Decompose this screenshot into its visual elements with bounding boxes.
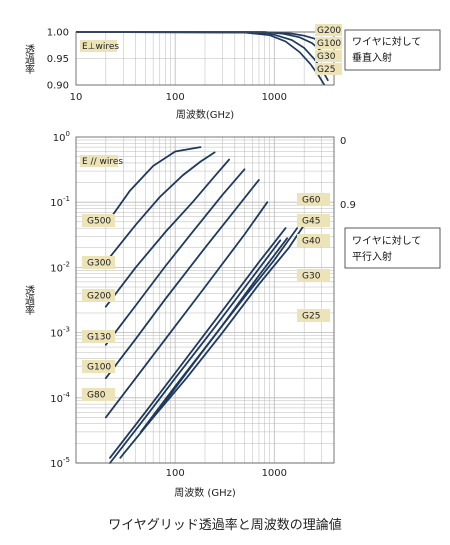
series-tag-g200: G200 (87, 292, 111, 302)
series-line-g300 (104, 151, 216, 264)
series-tag-g45: G45 (302, 217, 320, 227)
y-tick-label: 100 (53, 130, 70, 144)
x-tick-label: 10 (70, 92, 83, 103)
parallel-note: ワイヤに対して 平行入射 (344, 227, 441, 269)
parallel-right-ticks: 0 0.9 (340, 136, 356, 211)
series-tag-box (315, 37, 342, 49)
series-tag-box (297, 193, 330, 206)
series-tag-box (297, 234, 330, 247)
y-tick-label: 10-3 (50, 326, 70, 340)
series-tag-box (82, 289, 115, 302)
series-tag-box (297, 214, 330, 227)
y-tick-label: 10-4 (50, 391, 70, 405)
x-tick-label: 100 (166, 92, 185, 103)
series-tag-box (297, 309, 330, 322)
parallel-x-axis-label: 周波数 (GHz) (174, 486, 236, 499)
series-tag-box (82, 214, 115, 227)
series-tag-box (82, 256, 115, 269)
y-tick-label: 0.95 (47, 54, 69, 65)
perpendicular-x-axis-label: 周波数(GHz) (176, 108, 234, 121)
series-tag-g80: G80 (87, 391, 106, 401)
perpendicular-polarization-label: E⊥wires (80, 40, 119, 52)
series-tag-box (297, 269, 330, 282)
perpendicular-note: ワイヤに対して 垂直入射 (344, 29, 441, 71)
perpendicular-polarization-text: E⊥wires (82, 42, 119, 52)
y-tick-label: 10-5 (50, 456, 70, 470)
parallel-chart: 100 10-1 10-2 10-3 10-4 10-5 100 1000 0 0.9 周波… (23, 130, 441, 499)
parallel-x-ticks: 100 1000 (166, 468, 287, 479)
figure-caption: ワイヤグリッド透過率と周波数の理論値 (108, 518, 342, 533)
y-tick-label: 10-2 (50, 260, 70, 274)
parallel-polarization-label: E // wires (80, 155, 123, 167)
series-tag-g30: G30 (302, 272, 321, 282)
series-line-g500 (107, 146, 202, 223)
perpendicular-x-ticks: 10 100 1000 (70, 92, 287, 103)
parallel-note-line-2: 平行入射 (352, 250, 392, 263)
perpendicular-series-labels: G200 G100 G30 G25 (315, 24, 342, 75)
parallel-plot-frame (75, 136, 335, 464)
x-tick-label: 100 (166, 468, 185, 479)
series-tag-g30: G30 (317, 52, 336, 62)
polarization-tag-box (80, 40, 117, 52)
x-tick-label: 1000 (262, 92, 287, 103)
polarization-tag-box (80, 155, 118, 167)
series-line-g200 (104, 158, 230, 308)
perpendicular-y-axis-label: 透過率 (23, 44, 35, 75)
parallel-note-box (344, 227, 441, 269)
series-tag-g130: G130 (87, 333, 111, 343)
series-line-g30 (139, 227, 299, 433)
perpendicular-note-line-2: 垂直入射 (352, 51, 392, 64)
perpendicular-chart: 0.90 0.95 1.00 10 100 1000 周波数(GHz) 透過率 E⊥wi… (23, 24, 441, 121)
series-tag-box (315, 50, 342, 62)
series-tag-g200: G200 (317, 26, 341, 36)
series-line-g100 (104, 179, 260, 380)
perpendicular-y-ticks: 0.90 0.95 1.00 (47, 28, 69, 92)
parallel-polarization-text: E // wires (82, 157, 123, 167)
y-tick-label: 1.00 (47, 28, 69, 39)
parallel-y-axis-label: 透過率 (23, 285, 35, 316)
perpendicular-note-box (344, 29, 441, 71)
series-tag-g25: G25 (302, 312, 320, 322)
series-tag-g100: G100 (87, 363, 111, 373)
series-line-g80 (104, 201, 269, 419)
series-tag-box (82, 388, 115, 401)
series-line-g45 (109, 227, 287, 459)
parallel-note-line-1: ワイヤに対して (352, 234, 421, 247)
perpendicular-note-line-1: ワイヤに対して (352, 35, 421, 48)
y-tick-label: 10-1 (50, 195, 70, 209)
series-tag-box (82, 330, 115, 343)
series-tag-g500: G500 (87, 217, 111, 227)
series-line-g25 (152, 220, 308, 419)
series-tag-box (315, 63, 342, 75)
series-line-g60 (109, 239, 282, 464)
x-tick-label: 1000 (262, 468, 287, 479)
right-tick-label: 0.9 (340, 200, 356, 211)
series-tag-g25: G25 (317, 65, 335, 75)
series-tag-g100: G100 (317, 39, 341, 49)
parallel-y-ticks: 100 10-1 10-2 10-3 10-4 10-5 (50, 130, 70, 470)
parallel-series-labels: G500 G300 G200 G130 G100 G80 G60 G45 G40 G30 G25 (82, 193, 330, 401)
series-tag-box (315, 24, 342, 36)
series-tag-g40: G40 (302, 237, 321, 247)
right-tick-label: 0 (340, 136, 346, 147)
series-line-g130 (104, 168, 246, 346)
series-tag-box (82, 360, 115, 373)
series-tag-g300: G300 (87, 259, 111, 269)
series-tag-g60: G60 (302, 196, 321, 206)
parallel-series (104, 146, 308, 464)
y-tick-label: 0.90 (47, 81, 69, 92)
